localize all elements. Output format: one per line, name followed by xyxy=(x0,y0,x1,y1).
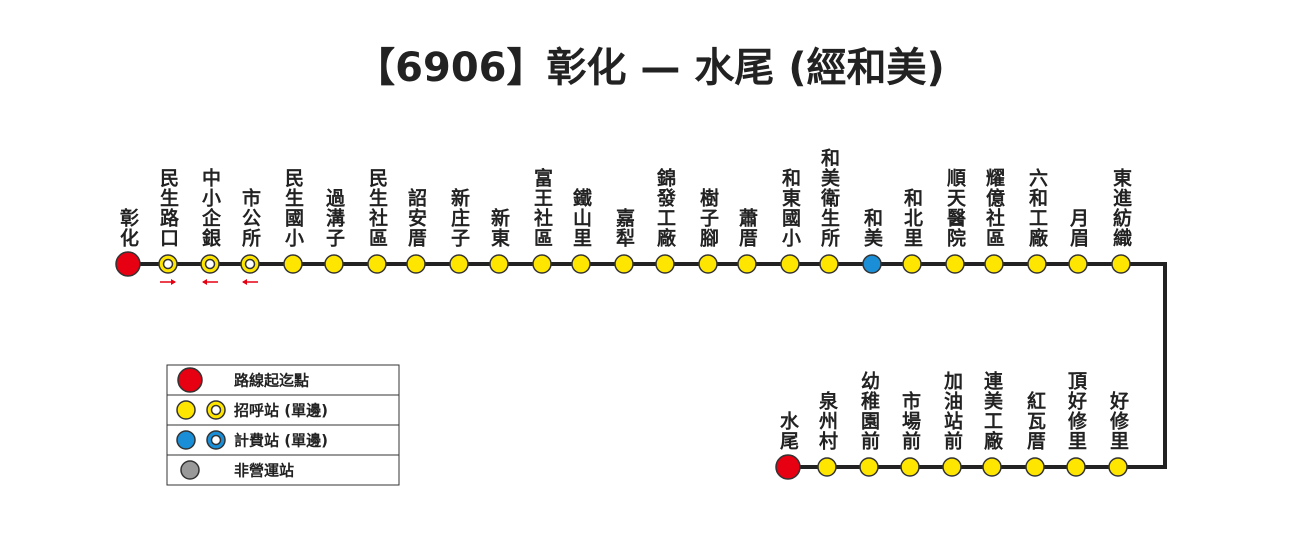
stop-marker xyxy=(283,254,303,274)
station-label: 詔安厝 xyxy=(405,187,427,248)
stop-marker xyxy=(614,254,634,274)
stop-marker xyxy=(1068,254,1088,274)
stop-marker xyxy=(902,254,922,274)
station-label: 新東 xyxy=(488,207,510,248)
fare-marker xyxy=(176,430,196,450)
stop-marker xyxy=(176,400,196,420)
station-label: 耀億社區 xyxy=(983,168,1006,248)
stop-one-way-marker-inner xyxy=(204,258,216,270)
station-label: 東進紡織 xyxy=(1110,167,1132,248)
stop-marker xyxy=(1027,254,1047,274)
stop-marker xyxy=(900,457,920,477)
stop-marker xyxy=(819,254,839,274)
station-label: 富王社區 xyxy=(531,167,554,248)
fare-marker xyxy=(862,254,882,274)
station-label: 水尾 xyxy=(777,411,799,451)
station-label: 和美 xyxy=(861,207,883,248)
station-label: 和美衛生所 xyxy=(818,147,841,248)
legend-label: 路線起迄點 xyxy=(234,372,309,390)
stop-marker xyxy=(532,254,552,274)
station-label: 過溝子 xyxy=(323,188,345,248)
station-label: 嘉犁 xyxy=(613,208,636,248)
stop-marker xyxy=(859,457,879,477)
stop-one-way-marker-inner xyxy=(210,404,222,416)
direction-arrow-head xyxy=(202,279,207,285)
stop-marker xyxy=(942,457,962,477)
station-label: 連美工廠 xyxy=(981,370,1003,451)
station-label: 民生社區 xyxy=(366,168,389,248)
stop-marker xyxy=(982,457,1002,477)
closed-marker xyxy=(180,460,200,480)
stop-marker xyxy=(655,254,675,274)
terminal-marker xyxy=(115,251,141,277)
station-label: 市場前 xyxy=(899,390,921,451)
stop-marker xyxy=(1108,457,1128,477)
station-label: 月眉 xyxy=(1067,208,1090,248)
stop-marker xyxy=(737,254,757,274)
stop-marker xyxy=(1066,457,1086,477)
stop-marker xyxy=(1025,457,1045,477)
station-label: 泉州村 xyxy=(816,390,839,451)
direction-arrow-head xyxy=(171,279,176,285)
station-label: 和北里 xyxy=(901,187,923,248)
station-label: 錦發工廠 xyxy=(654,167,677,248)
stop-marker xyxy=(1111,254,1131,274)
station-label: 頂好修里 xyxy=(1065,371,1088,451)
stop-marker xyxy=(406,254,426,274)
legend-label: 計費站 (單邊) xyxy=(234,432,328,450)
station-label: 鐵山里 xyxy=(570,187,592,248)
station-label: 順天醫院 xyxy=(944,168,966,248)
stop-marker xyxy=(571,254,591,274)
station-label: 彰化 xyxy=(117,207,139,248)
stop-marker xyxy=(367,254,387,274)
title: 【6906】彰化 — 水尾 (經和美) xyxy=(355,45,945,91)
station-label: 六和工廠 xyxy=(1026,167,1048,248)
station-label: 蕭厝 xyxy=(736,208,758,248)
stop-marker xyxy=(449,254,469,274)
direction-arrow-head xyxy=(242,279,247,285)
station-label: 民生路口 xyxy=(157,168,179,248)
stop-marker xyxy=(324,254,344,274)
stop-one-way-marker-inner xyxy=(244,258,256,270)
stop-marker xyxy=(945,254,965,274)
stop-marker xyxy=(984,254,1004,274)
stop-marker xyxy=(817,457,837,477)
station-label: 民生國小 xyxy=(282,168,304,248)
station-label: 市公所 xyxy=(239,187,261,248)
legend-label: 招呼站 (單邊) xyxy=(234,402,328,420)
station-label: 好修里 xyxy=(1107,390,1130,451)
station-label: 新庄子 xyxy=(448,187,470,248)
station-label: 樹子腳 xyxy=(697,187,719,248)
station-label: 幼稚園前 xyxy=(858,370,880,451)
legend-label: 非營運站 xyxy=(234,462,294,480)
fare-one-way-marker-inner xyxy=(210,434,222,446)
stop-marker xyxy=(489,254,509,274)
route-line xyxy=(128,262,1167,469)
stop-marker xyxy=(780,254,800,274)
stop-marker xyxy=(698,254,718,274)
station-label: 加油站前 xyxy=(941,371,964,451)
terminal-marker xyxy=(177,367,203,393)
station-label: 中小企銀 xyxy=(199,167,222,248)
stop-one-way-marker-inner xyxy=(162,258,174,270)
terminal-marker xyxy=(775,454,801,480)
station-label: 和東國小 xyxy=(779,167,801,248)
station-label: 紅瓦厝 xyxy=(1024,390,1046,451)
